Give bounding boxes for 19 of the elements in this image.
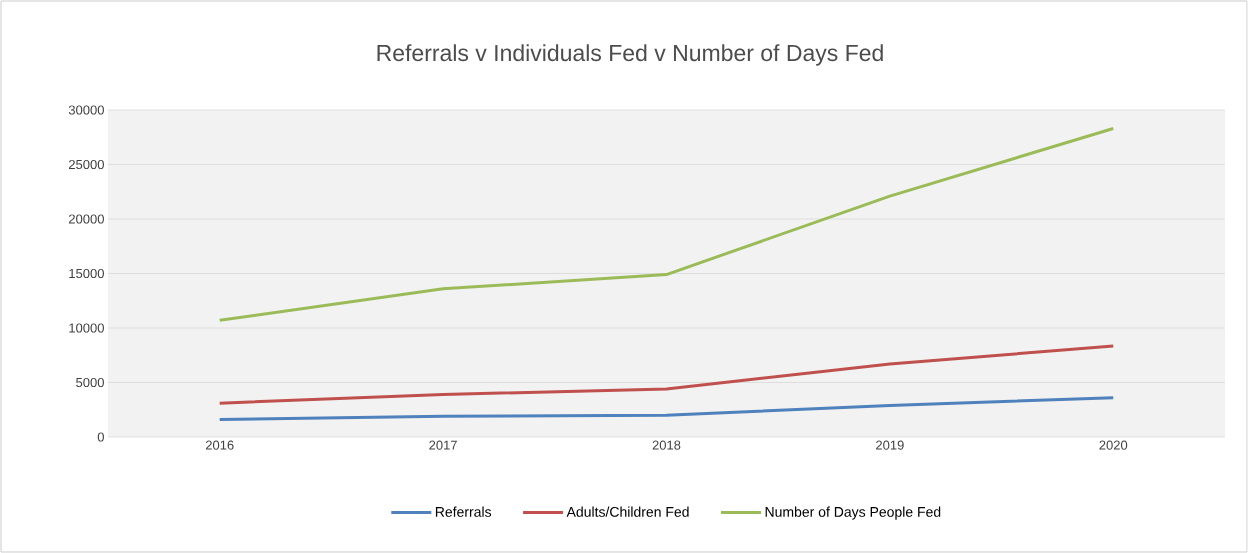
- chart-title: Referrals v Individuals Fed v Number of Days Fed: [377, 44, 883, 66]
- x-tick-label: 2018: [652, 440, 681, 450]
- y-tick-label: 20000: [68, 214, 104, 224]
- line-series: [218, 127, 1115, 322]
- line-series: [218, 396, 1115, 422]
- y-tick-label: 5000: [76, 377, 104, 388]
- y-tick-label: 25000: [68, 159, 104, 170]
- x-tick-label: 2019: [876, 440, 904, 450]
- legend-label: Adults/Children Fed: [566, 506, 689, 517]
- y-tick-label: 30000: [68, 105, 104, 115]
- y-tick-label: 0: [97, 432, 104, 442]
- x-tick-label: 2017: [429, 440, 457, 450]
- line-series: [218, 344, 1115, 405]
- legend-label: Number of Days People Fed: [765, 506, 941, 520]
- x-tick-label: 2016: [205, 440, 234, 450]
- y-tick-label: 15000: [69, 268, 104, 279]
- x-tick-label: 2020: [1099, 440, 1128, 450]
- y-tick-label: 10000: [69, 323, 104, 333]
- legend-label: Referrals: [435, 506, 492, 517]
